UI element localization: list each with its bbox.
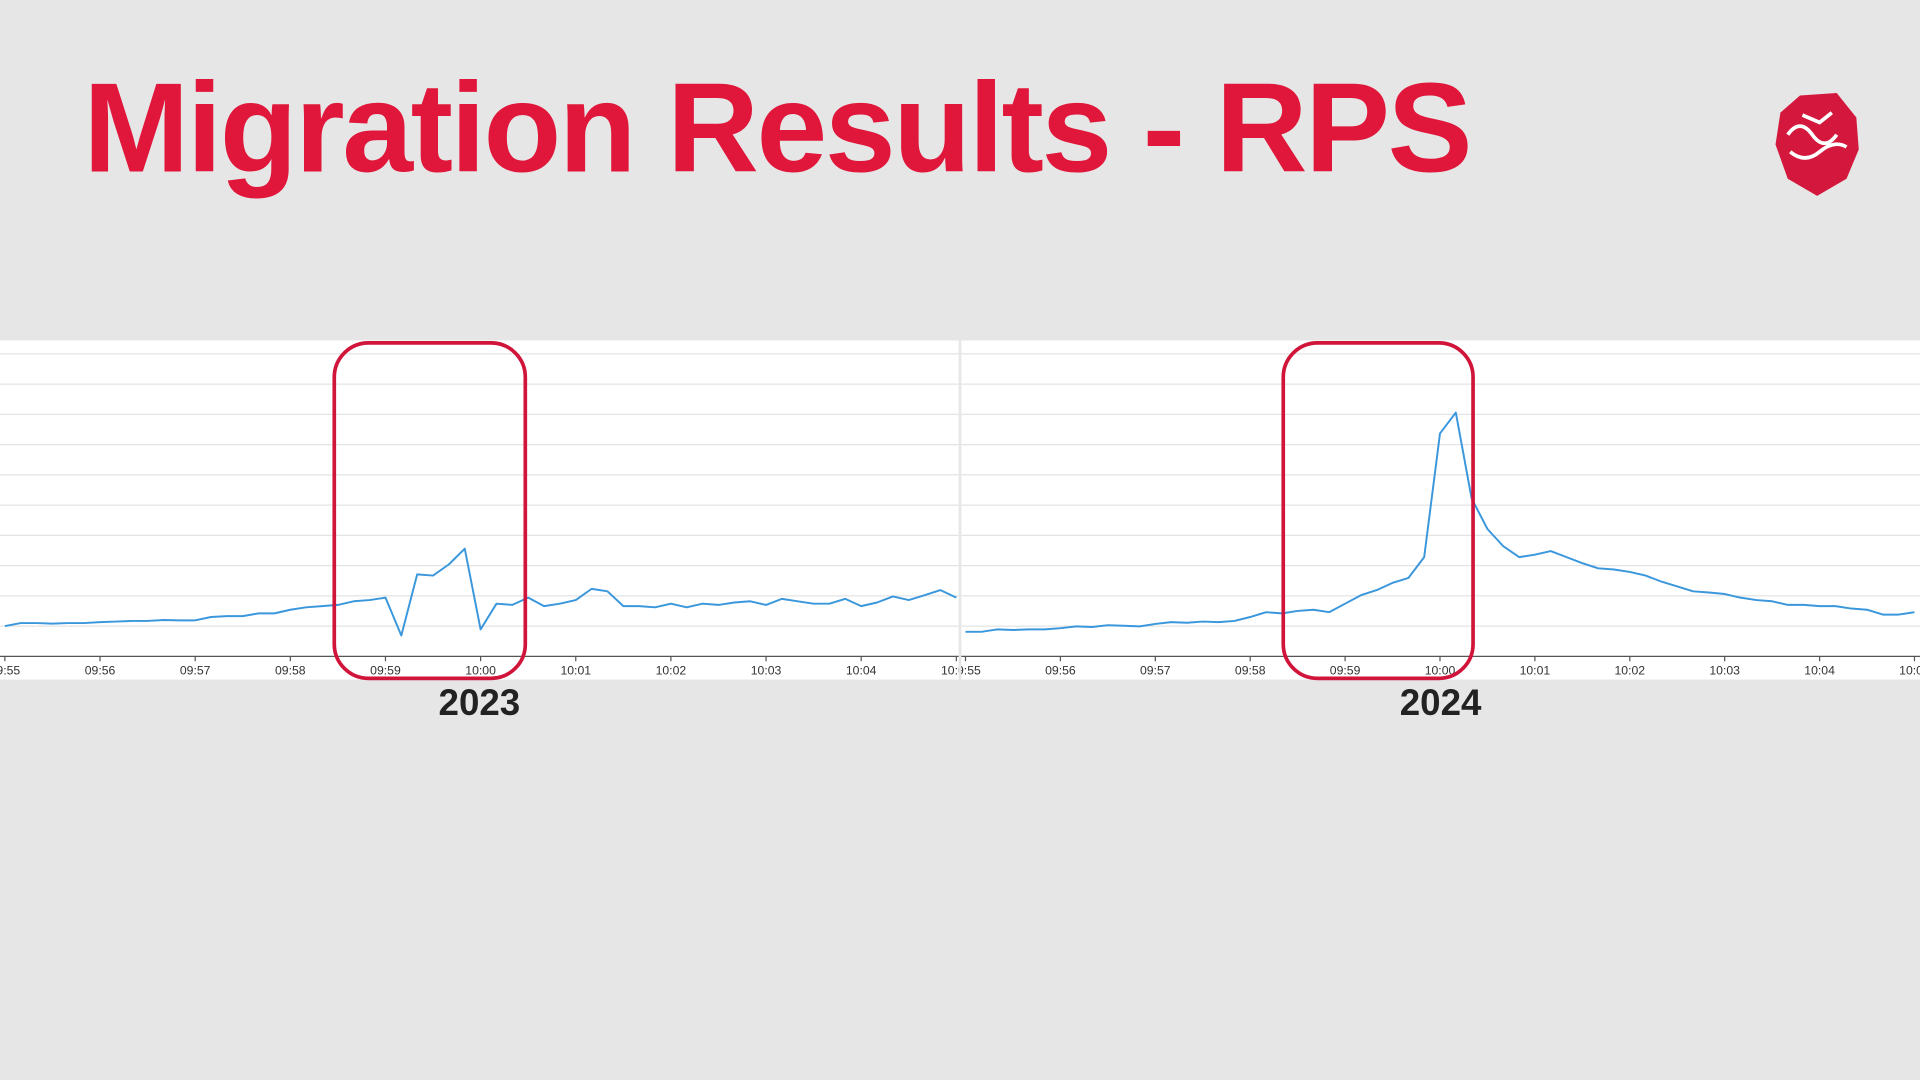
logo [1775,93,1859,196]
x-tick-label: 09:58 [275,663,306,677]
chart: 09:55 09:56 09:57 09:58 09:59 10:00 10:01 10:02… [950,340,1920,680]
x-tick-label: 09:55 [950,663,981,677]
charts: 09:55 09:56 09:57 09:58 09:59 10:00 10:01 10:02… [0,340,1920,723]
x-tick-label: 10:02 [656,663,687,677]
x-tick-label: 10:03 [1709,663,1740,677]
x-tick-label: 09:56 [1045,663,1076,677]
highlight-box [332,341,528,681]
chart-title: 2024 [1400,682,1482,723]
x-tick-label: 09:59 [1330,663,1361,677]
x-tick-label: 09:59 [370,663,401,677]
x-tick-label: 09:57 [180,663,211,677]
x-tick-label: 10:02 [1614,663,1645,677]
chart: 09:55 09:56 09:57 09:58 09:59 10:00 10:01 10:02… [0,340,972,680]
x-tick-label: 09:55 [0,663,20,677]
slide-title: Migration Results - RPS [83,56,1470,198]
x-tick-label: 10:05 [941,663,972,677]
chart-panel [0,340,959,680]
x-tick-label: 10:00 [465,663,496,677]
chart-title: 2023 [439,682,521,723]
x-tick-label: 09:57 [1140,663,1171,677]
data-line [965,411,1915,633]
x-tick-label: 10:04 [846,663,877,677]
highlight-box [1281,341,1475,681]
x-tick-label: 10:00 [1425,663,1456,677]
x-tick-label: 10:03 [751,663,782,677]
data-line [4,547,957,637]
x-tick-label: 10:01 [1520,663,1551,677]
x-tick-label: 09:58 [1235,663,1266,677]
x-tick-label: 10:05 [1899,663,1920,677]
chart-panel [961,340,1920,680]
x-tick-label: 10:04 [1804,663,1835,677]
x-tick-label: 10:01 [560,663,591,677]
x-tick-label: 09:56 [85,663,116,677]
